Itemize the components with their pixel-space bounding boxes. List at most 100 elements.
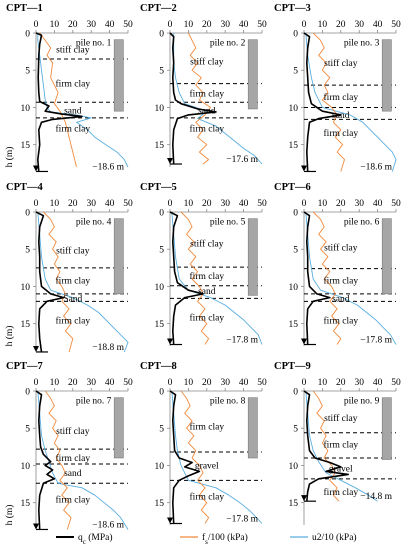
pile-bar — [247, 397, 258, 459]
y-tick-label: 15 — [289, 499, 299, 509]
x-tick-label: 30 — [354, 378, 364, 388]
x-tick-label: 20 — [336, 20, 346, 30]
y-tick-label: 15 — [289, 320, 299, 330]
x-tick-label: 10 — [50, 378, 60, 388]
pile-label: pile no. 2 — [210, 39, 246, 49]
x-tick-label: 40 — [105, 378, 115, 388]
pile-bar — [247, 39, 258, 110]
pile-bar — [113, 397, 124, 459]
x-tick-label: 20 — [68, 20, 78, 30]
y-tick-label: 10 — [289, 104, 299, 114]
y-tick-label: 5 — [25, 67, 30, 77]
series-qc-line — [169, 390, 201, 524]
x-tick-label: 50 — [257, 378, 267, 388]
series-fs-line — [39, 32, 77, 168]
series-fs-line — [312, 211, 342, 345]
depth-marker — [33, 345, 39, 352]
depth-marker — [167, 517, 173, 524]
y-tick-label: 10 — [21, 104, 31, 114]
depth-label: −18.8 m — [92, 343, 124, 353]
y-tick-label: 5 — [293, 246, 298, 256]
layer-label: firm clay — [56, 453, 91, 464]
x-tick-label: 40 — [373, 20, 383, 30]
series-qc-line — [35, 390, 56, 530]
layer-label: firm clay — [324, 440, 359, 451]
x-tick-label: 40 — [239, 20, 249, 30]
series-qc-line — [35, 32, 83, 172]
panel-title: CPT—6 — [274, 182, 311, 193]
pile-label: pile no. 1 — [76, 39, 112, 49]
x-tick-label: 50 — [257, 199, 267, 209]
x-tick-label: 50 — [123, 199, 133, 209]
y-tick-label: 0 — [293, 388, 298, 398]
series-qc-line — [303, 211, 331, 345]
x-tick-label: 30 — [354, 20, 364, 30]
layer-label: firm clay — [190, 422, 225, 433]
panel-title: CPT—8 — [140, 361, 177, 372]
x-tick-label: 0 — [302, 20, 307, 30]
cpt-panel: CPT—6 0 10 20 30 40 50 0 5 10 15 −17.8 m pile no. 6 s… — [274, 182, 401, 346]
panel-title: CPT—5 — [140, 182, 177, 193]
series-u2-line — [171, 390, 263, 524]
cpt-panel: CPT—2 0 10 20 30 40 50 0 5 10 15 −17.6 m pile no. 2 s… — [140, 3, 267, 167]
x-tick-label: 20 — [202, 20, 212, 30]
x-tick-label: 30 — [220, 378, 230, 388]
series-fs-line — [187, 32, 211, 165]
y-tick-label: 15 — [155, 141, 165, 151]
depth-label: −18.6 m — [92, 162, 124, 172]
panel-title: CPT—3 — [274, 3, 311, 14]
y-tick-label: 5 — [293, 67, 298, 77]
layer-label: firm clay — [190, 88, 225, 99]
layer-label: sand — [332, 111, 350, 121]
y-tick-label: 0 — [25, 30, 30, 40]
x-tick-label: 0 — [168, 20, 173, 30]
y-tick-label: 5 — [159, 425, 164, 435]
x-tick-label: 10 — [318, 20, 328, 30]
x-tick-label: 20 — [336, 378, 346, 388]
y-tick-label: 5 — [159, 246, 164, 256]
x-tick-label: 20 — [202, 199, 212, 209]
series-u2-line — [305, 390, 378, 502]
x-tick-label: 50 — [391, 20, 401, 30]
layer-label: firm clay — [56, 123, 91, 134]
layer-label: firm clay — [56, 316, 91, 327]
layer-label: sand — [198, 106, 216, 116]
x-tick-label: 10 — [318, 199, 328, 209]
pile-bar — [381, 39, 392, 112]
layer-label: firm clay — [56, 495, 91, 506]
depth-label: −18.6 m — [360, 162, 392, 172]
y-tick-label: 5 — [293, 425, 298, 435]
depth-marker — [167, 338, 173, 345]
x-tick-label: 40 — [105, 20, 115, 30]
x-tick-label: 20 — [68, 378, 78, 388]
y-tick-label: 15 — [21, 499, 31, 509]
y-tick-label: 10 — [155, 283, 165, 293]
pile-label: pile no. 8 — [210, 397, 246, 407]
x-tick-label: 10 — [50, 20, 60, 30]
layer-label: sand — [64, 469, 82, 479]
depth-label: −17.6 m — [226, 155, 258, 165]
x-tick-label: 40 — [105, 199, 115, 209]
x-tick-label: 10 — [184, 378, 194, 388]
cpt-panel: CPT—5 0 10 20 30 40 50 0 5 10 15 −17.8 m pile no. 5 s… — [140, 182, 267, 346]
pile-bar — [113, 218, 124, 295]
series-fs-line — [180, 211, 210, 345]
series-qc-line — [303, 390, 350, 502]
layer-label: firm clay — [190, 271, 225, 282]
series-qc-line — [35, 211, 65, 353]
depth-marker — [301, 165, 307, 172]
x-tick-label: 20 — [336, 199, 346, 209]
y-tick-label: 0 — [159, 30, 164, 40]
cpt-panel: CPT—9 0 10 20 30 40 50 0 5 10 15 −14.8 m pile no. 9 s… — [274, 361, 401, 525]
y-tick-label: 5 — [159, 67, 164, 77]
series-qc-line — [169, 211, 204, 345]
layer-label: stiff clay — [56, 246, 90, 257]
x-tick-label: 0 — [168, 199, 173, 209]
y-tick-label: 10 — [289, 283, 299, 293]
layer-label: firm clay — [324, 487, 359, 498]
cpt-panel: CPT—8 0 10 20 30 40 50 0 5 10 15 −17.8 m pile no. 8 f… — [140, 361, 267, 525]
pile-label: pile no. 4 — [76, 218, 112, 228]
x-tick-label: 30 — [220, 199, 230, 209]
series-u2-line — [37, 211, 129, 353]
